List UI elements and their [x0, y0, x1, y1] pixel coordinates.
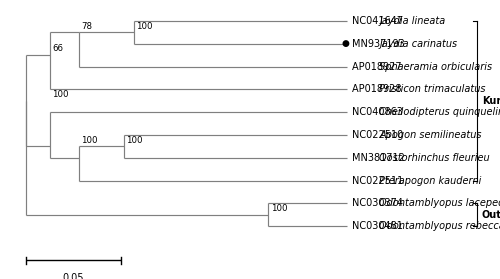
Text: 100: 100 — [52, 90, 68, 99]
Text: 100: 100 — [270, 204, 287, 213]
Text: MN381712: MN381712 — [352, 153, 408, 163]
Text: Odontamblyopus lacepedii: Odontamblyopus lacepedii — [379, 198, 500, 208]
Text: 0.05: 0.05 — [62, 273, 84, 279]
Text: Cheilodipterus quinquelineatus: Cheilodipterus quinquelineatus — [379, 107, 500, 117]
Text: 100: 100 — [81, 136, 98, 145]
Text: NC022511: NC022511 — [352, 175, 406, 186]
Text: Jaydia carinatus: Jaydia carinatus — [379, 39, 458, 49]
Text: NC030481: NC030481 — [352, 221, 406, 231]
Text: NC030374: NC030374 — [352, 198, 406, 208]
Text: Pterapogon kauderni: Pterapogon kauderni — [379, 175, 482, 186]
Text: NC041647: NC041647 — [352, 16, 406, 26]
Text: NC022510: NC022510 — [352, 130, 406, 140]
Text: 100: 100 — [126, 136, 142, 145]
Text: ●: ● — [341, 39, 349, 48]
Text: Kurtiformes: Kurtiformes — [482, 96, 500, 106]
Text: MN937193: MN937193 — [352, 39, 408, 49]
Text: 78: 78 — [81, 21, 92, 31]
Text: Pristicon trimaculatus: Pristicon trimaculatus — [379, 84, 486, 94]
Text: 100: 100 — [136, 21, 152, 31]
Text: 66: 66 — [52, 44, 63, 53]
Text: Apogon semilineatus: Apogon semilineatus — [379, 130, 482, 140]
Text: AP018928: AP018928 — [352, 84, 405, 94]
Text: Odontamblyopus rebecca: Odontamblyopus rebecca — [379, 221, 500, 231]
Text: Sphaeramia orbicularis: Sphaeramia orbicularis — [379, 62, 492, 72]
Text: Oostorhinchus fleurieu: Oostorhinchus fleurieu — [379, 153, 490, 163]
Text: AP018927: AP018927 — [352, 62, 405, 72]
Text: Jaydia lineata: Jaydia lineata — [379, 16, 446, 26]
Text: Outgroup: Outgroup — [482, 210, 500, 220]
Text: NC040863: NC040863 — [352, 107, 406, 117]
